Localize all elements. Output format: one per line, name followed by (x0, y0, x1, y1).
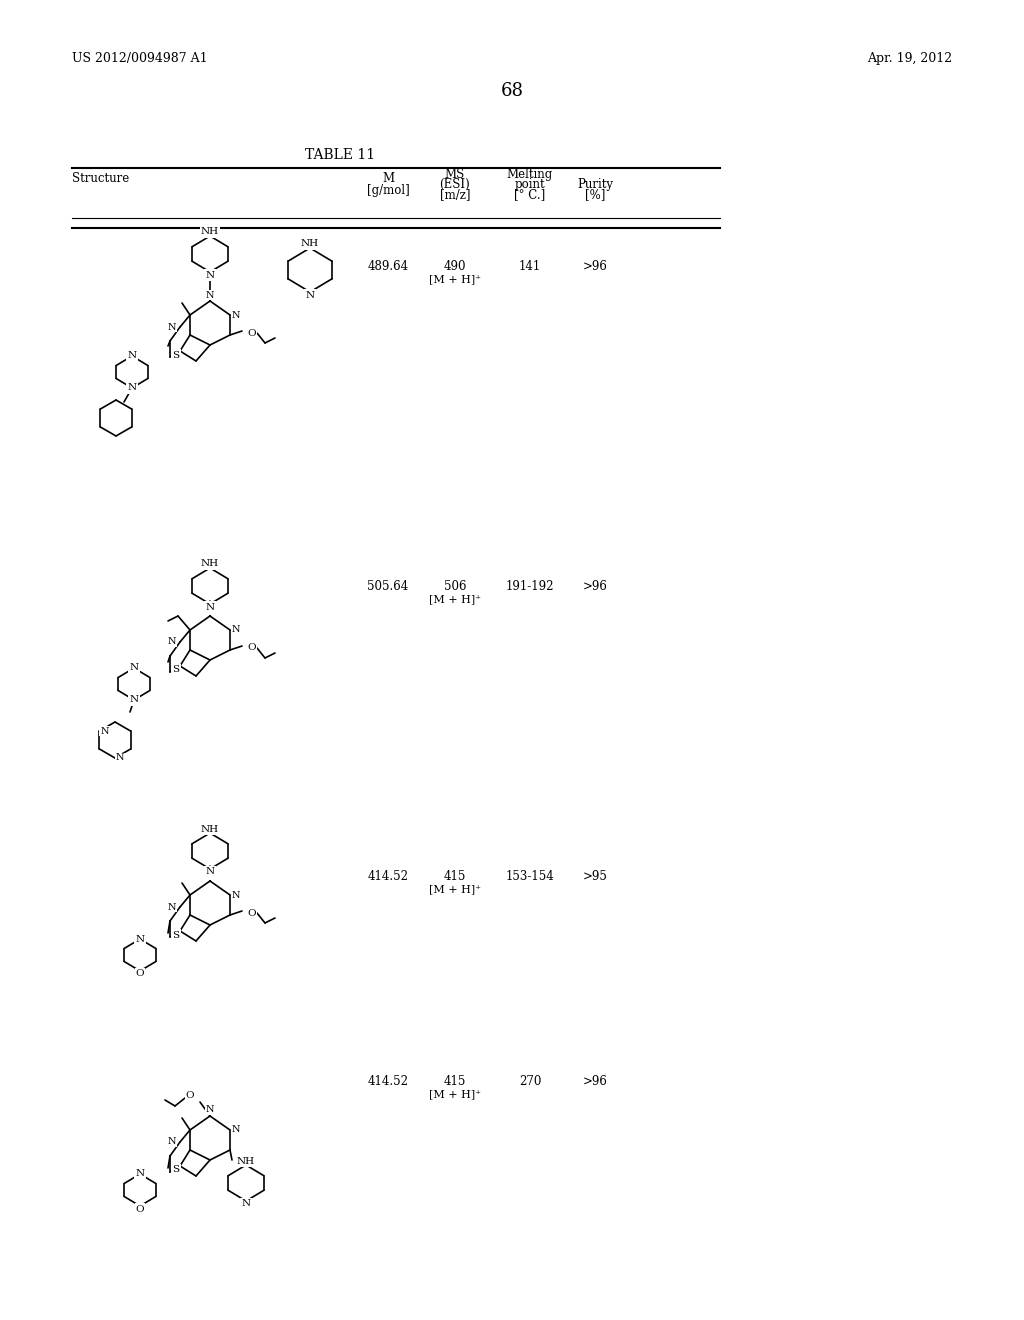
Text: Apr. 19, 2012: Apr. 19, 2012 (867, 51, 952, 65)
Text: 489.64: 489.64 (368, 260, 409, 273)
Text: O: O (185, 1092, 195, 1101)
Text: 270: 270 (519, 1074, 542, 1088)
Text: N: N (242, 1200, 251, 1209)
Text: N: N (231, 1126, 241, 1134)
Text: N: N (206, 290, 214, 300)
Text: 505.64: 505.64 (368, 579, 409, 593)
Text: N: N (135, 1170, 144, 1179)
Text: N: N (127, 384, 136, 392)
Text: O: O (248, 329, 256, 338)
Text: N: N (100, 726, 109, 735)
Text: NH: NH (201, 825, 219, 833)
Text: NH: NH (201, 560, 219, 569)
Text: Melting: Melting (507, 168, 553, 181)
Text: N: N (206, 271, 215, 280)
Text: N: N (168, 638, 176, 647)
Text: [° C.]: [° C.] (514, 187, 546, 201)
Text: 414.52: 414.52 (368, 1074, 409, 1088)
Text: N: N (206, 870, 214, 879)
Text: N: N (168, 322, 176, 331)
Text: [M + H]⁺: [M + H]⁺ (429, 1089, 481, 1100)
Text: [%]: [%] (585, 187, 605, 201)
Text: 414.52: 414.52 (368, 870, 409, 883)
Text: 490: 490 (443, 260, 466, 273)
Text: S: S (172, 351, 179, 359)
Text: >96: >96 (583, 260, 607, 273)
Text: N: N (206, 602, 215, 611)
Text: O: O (136, 969, 144, 978)
Text: N: N (206, 1106, 214, 1114)
Text: O: O (136, 1204, 144, 1213)
Text: NH: NH (301, 239, 319, 248)
Text: US 2012/0094987 A1: US 2012/0094987 A1 (72, 51, 208, 65)
Text: N: N (129, 696, 138, 705)
Text: Purity: Purity (577, 178, 613, 191)
Text: N: N (116, 754, 124, 763)
Text: [M + H]⁺: [M + H]⁺ (429, 594, 481, 605)
Text: 415: 415 (443, 870, 466, 883)
Text: M: M (382, 172, 394, 185)
Text: point: point (515, 178, 546, 191)
Text: (ESI): (ESI) (439, 178, 470, 191)
Text: N: N (231, 891, 241, 899)
Text: N: N (168, 903, 176, 912)
Text: 68: 68 (501, 82, 523, 100)
Text: 191-192: 191-192 (506, 579, 554, 593)
Text: >96: >96 (583, 579, 607, 593)
Text: N: N (231, 310, 241, 319)
Text: 415: 415 (443, 1074, 466, 1088)
Text: S: S (172, 665, 179, 675)
Text: 141: 141 (519, 260, 541, 273)
Text: S: S (172, 1166, 179, 1175)
Text: O: O (248, 644, 256, 652)
Text: [M + H]⁺: [M + H]⁺ (429, 275, 481, 284)
Text: O: O (248, 908, 256, 917)
Text: N: N (129, 664, 138, 672)
Text: 153-154: 153-154 (506, 870, 554, 883)
Text: [m/z]: [m/z] (439, 187, 470, 201)
Text: >95: >95 (583, 870, 607, 883)
Text: N: N (168, 1138, 176, 1147)
Text: N: N (206, 606, 214, 615)
Text: N: N (127, 351, 136, 360)
Text: N: N (135, 935, 144, 944)
Text: N: N (206, 867, 215, 876)
Text: N: N (305, 290, 314, 300)
Text: TABLE 11: TABLE 11 (305, 148, 375, 162)
Text: N: N (231, 626, 241, 635)
Text: NH: NH (201, 227, 219, 236)
Text: Structure: Structure (72, 172, 129, 185)
Text: S: S (172, 931, 179, 940)
Text: [M + H]⁺: [M + H]⁺ (429, 884, 481, 894)
Text: MS: MS (444, 168, 465, 181)
Text: >96: >96 (583, 1074, 607, 1088)
Text: 506: 506 (443, 579, 466, 593)
Text: [g/mol]: [g/mol] (367, 183, 410, 197)
Text: NH: NH (237, 1156, 255, 1166)
